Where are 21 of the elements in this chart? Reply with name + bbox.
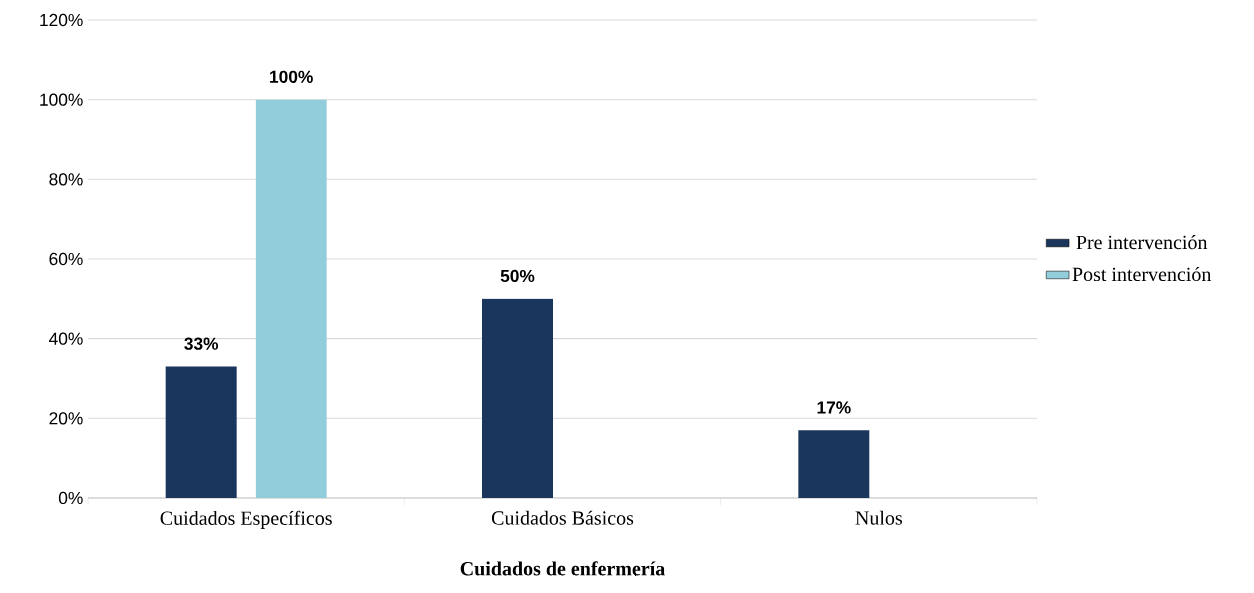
x-tick-label: Cuidados Específicos bbox=[160, 510, 332, 530]
bar bbox=[798, 430, 870, 498]
bar bbox=[482, 298, 554, 498]
data-label: 50% bbox=[500, 269, 535, 283]
y-tick-label: 0% bbox=[58, 491, 83, 505]
x-tick-label: Nulos bbox=[855, 510, 902, 525]
y-tick-label: 20% bbox=[49, 412, 83, 425]
y-tick-label: 40% bbox=[49, 332, 83, 345]
data-label: 100% bbox=[270, 70, 313, 83]
x-axis-title: Cuidados de enfermería bbox=[460, 561, 665, 576]
data-label: 33% bbox=[184, 337, 219, 350]
y-tick-label: 60% bbox=[49, 252, 83, 266]
y-tick-label: 100% bbox=[40, 93, 83, 106]
bar bbox=[255, 99, 327, 498]
bar bbox=[165, 366, 237, 498]
y-tick-label: 80% bbox=[49, 173, 83, 186]
data-label: 17% bbox=[817, 401, 851, 414]
x-tick-label: Cuidados Básicos bbox=[491, 510, 634, 525]
legend-label: Pre intervención bbox=[1076, 235, 1208, 250]
legend-label: Post intervención bbox=[1072, 266, 1212, 282]
y-tick-label: 120% bbox=[40, 13, 83, 27]
